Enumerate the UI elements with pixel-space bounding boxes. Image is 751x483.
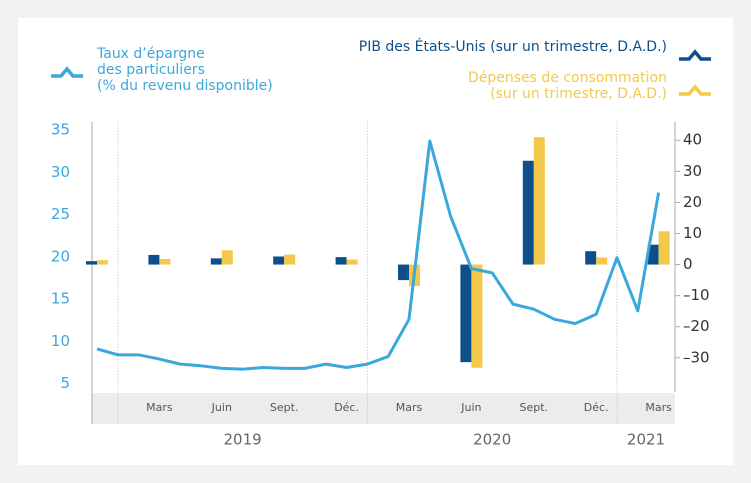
bar (398, 264, 409, 281)
year-label: 2020 (473, 431, 511, 449)
bar (159, 258, 171, 265)
y2-tick-label: –10 (683, 286, 710, 304)
bar (97, 260, 108, 265)
y2-tick-label: 20 (683, 193, 702, 211)
bar (460, 264, 472, 363)
y2-tick-label: 10 (683, 224, 702, 242)
bar (647, 244, 659, 265)
legend-label: PIB des États-Unis (sur un trimestre, D.… (358, 39, 667, 55)
legend-icon (51, 66, 83, 78)
y2-tick-label: –20 (683, 317, 710, 335)
y-tick-label: 20 (51, 247, 70, 265)
bar (86, 261, 97, 265)
bar (585, 251, 597, 265)
x-tick-label: Sept. (270, 401, 299, 414)
legend-label: Taux d’épargne des particuliers (% du re… (97, 46, 273, 94)
card (18, 18, 733, 465)
legend-label: Dépenses de consommation (sur un trimest… (467, 70, 667, 102)
y-tick-label: 35 (51, 121, 70, 139)
bar (210, 258, 222, 265)
bar (221, 250, 233, 265)
legend-icon (679, 84, 711, 96)
x-tick-label: Mars (146, 401, 173, 414)
x-tick-label: Déc. (584, 401, 609, 414)
legend-icon (679, 49, 711, 61)
bar (533, 137, 545, 265)
y2-tick-label: 40 (683, 131, 702, 149)
y2-tick-label: –30 (683, 348, 710, 366)
y-tick-label: 25 (51, 205, 70, 223)
bar (273, 256, 285, 265)
year-label: 2021 (627, 431, 665, 449)
x-tick-label: Juin (460, 401, 481, 414)
bar (335, 257, 347, 265)
x-tick-label: Déc. (334, 401, 359, 414)
y-tick-label: 10 (51, 332, 70, 350)
year-label: 2019 (224, 431, 262, 449)
x-tick-label: Juin (211, 401, 232, 414)
bar (284, 254, 296, 265)
x-tick-label: Sept. (520, 401, 549, 414)
y-tick-label: 5 (60, 374, 70, 392)
x-tick-label: Mars (645, 401, 672, 414)
bar (596, 257, 608, 265)
bar (471, 264, 483, 368)
bar (148, 254, 160, 265)
y2-tick-label: 0 (683, 255, 693, 273)
bar (522, 160, 534, 265)
x-tick-label: Mars (396, 401, 423, 414)
y-tick-label: 15 (51, 290, 70, 308)
x-axis-band (92, 393, 675, 424)
bar (346, 259, 358, 265)
y-tick-label: 30 (51, 163, 70, 181)
y2-tick-label: 30 (683, 162, 702, 180)
line (96, 139, 661, 371)
bar (658, 231, 670, 265)
